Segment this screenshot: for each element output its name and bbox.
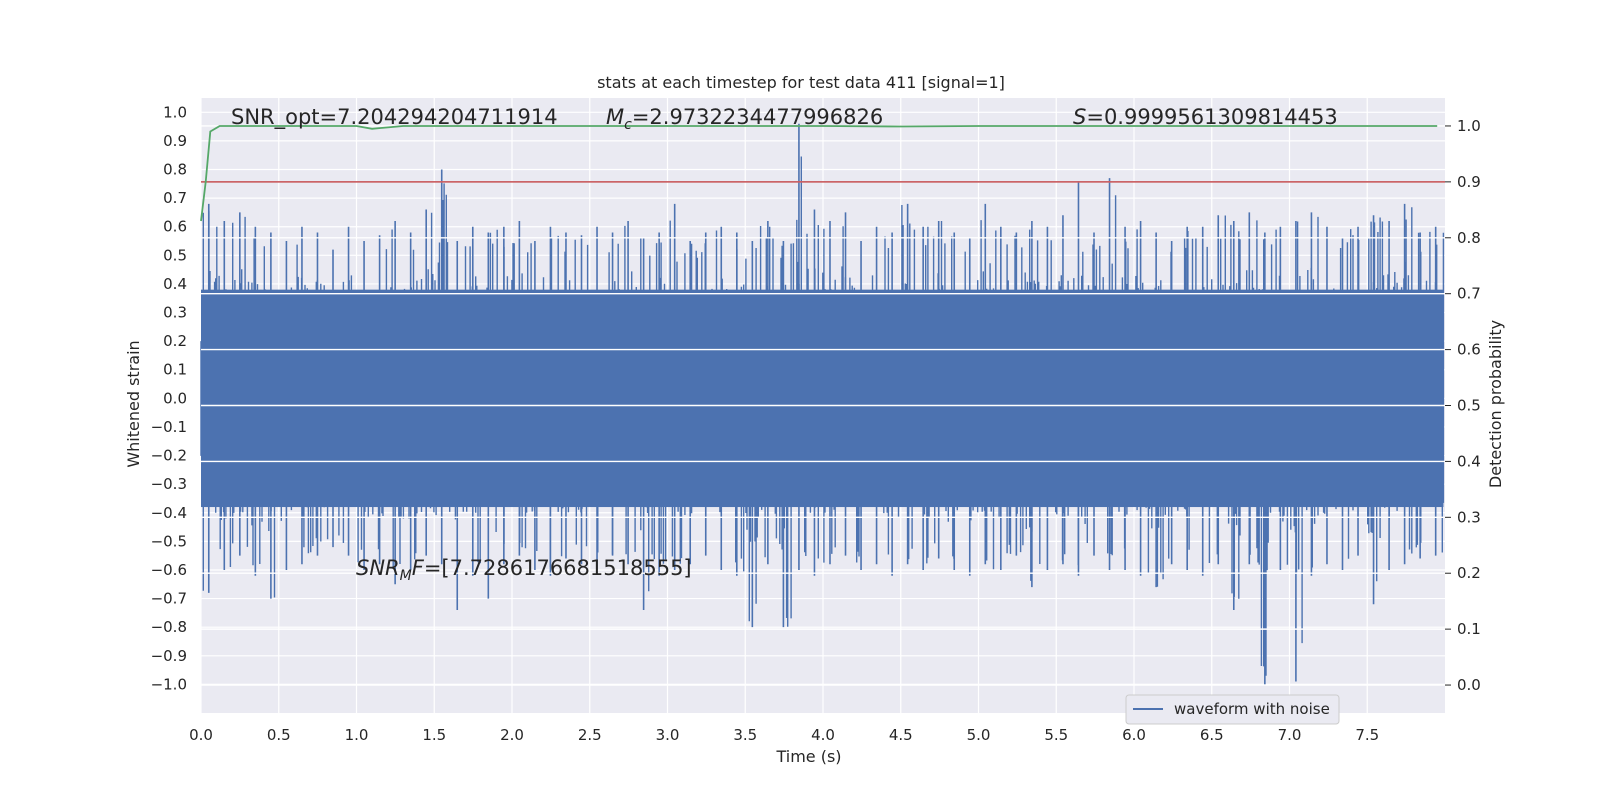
x-tick-label: 4.5 — [889, 726, 913, 744]
annotation-mc-subscript: c — [624, 117, 632, 133]
x-tick-label: 3.0 — [656, 726, 680, 744]
y-right-tick-label: 0.6 — [1457, 341, 1481, 359]
annotation-mc: Mc=2.9732234477996826 — [606, 105, 883, 133]
y-left-axis-ticks: 1.0 0.9 0.8 0.7 0.6 0.5 0.4 0.3 0.2 0.1 0.0 −0.1 −0.… — [151, 103, 187, 693]
y-right-tick-label: 0.0 — [1457, 676, 1481, 694]
x-tick-label: 5.0 — [967, 726, 991, 744]
y-left-axis-label: Whitened strain — [124, 340, 143, 467]
x-tick-label: 6.5 — [1200, 726, 1224, 744]
annotation-s-symbol: S — [1073, 105, 1086, 129]
y-left-tick-label: −0.2 — [151, 447, 187, 465]
y-right-tick-label: 0.1 — [1457, 620, 1481, 638]
waveform-series — [200, 123, 1445, 686]
probability-lines — [200, 125, 1445, 222]
y-left-tick-label: 0.9 — [163, 132, 187, 150]
y-left-tick-label: −0.8 — [151, 618, 187, 636]
y-left-tick-label: 0.5 — [163, 246, 187, 264]
y-left-tick-label: 0.6 — [163, 218, 187, 236]
y-right-tick-label: 0.7 — [1457, 285, 1481, 303]
waveform-dense-band — [201, 289, 1444, 508]
y-right-axis-label: Detection probability — [1486, 320, 1505, 488]
annotation-snr-mf-symbol: SNR — [356, 556, 400, 580]
x-tick-label: 2.0 — [500, 726, 524, 744]
y-left-tick-label: −0.3 — [151, 475, 187, 493]
legend-label-waveform: waveform with noise — [1174, 700, 1330, 718]
annotation-snr-mf-symbol2: F — [412, 556, 425, 580]
x-tick-label: 1.5 — [422, 726, 446, 744]
y-left-tick-label: 1.0 — [163, 103, 187, 121]
x-tick-label: 6.0 — [1122, 726, 1146, 744]
y-left-tick-label: 0.1 — [163, 361, 187, 379]
chart-title: stats at each timestep for test data 411… — [597, 73, 1005, 92]
x-tick-label: 5.5 — [1044, 726, 1068, 744]
y-right-axis-ticks: 1.0 0.9 0.8 0.7 0.6 0.5 0.4 0.3 0.2 0.1 0.0 — [1445, 117, 1481, 694]
y-left-tick-label: −0.7 — [151, 590, 187, 608]
y-left-tick-label: −1.0 — [151, 675, 187, 693]
y-left-tick-label: 0.8 — [163, 161, 187, 179]
legend: waveform with noise — [1125, 694, 1340, 725]
y-right-tick-label: 0.5 — [1457, 397, 1481, 415]
annotation-s-value: =0.9999561309814453 — [1086, 105, 1337, 129]
y-left-tick-label: −0.5 — [151, 532, 187, 550]
annotation-snr-mf-subscript: M — [400, 568, 412, 584]
annotation-mc-symbol: M — [606, 105, 624, 129]
y-right-tick-label: 0.8 — [1457, 229, 1481, 247]
y-left-tick-label: 0.0 — [163, 389, 187, 407]
annotation-mc-value: =2.9732234477996826 — [632, 105, 883, 129]
x-tick-label: 2.5 — [578, 726, 602, 744]
y-left-tick-label: −0.6 — [151, 561, 187, 579]
legend-box — [1125, 694, 1340, 725]
x-tick-label: 7.5 — [1355, 726, 1379, 744]
y-right-tick-label: 0.3 — [1457, 508, 1481, 526]
y-left-tick-label: 0.4 — [163, 275, 187, 293]
y-left-tick-label: 0.7 — [163, 189, 187, 207]
y-right-tick-label: 1.0 — [1457, 117, 1481, 135]
x-tick-label: 3.5 — [733, 726, 757, 744]
y-left-tick-label: 0.2 — [163, 332, 187, 350]
annotation-s: S=0.9999561309814453 — [1073, 105, 1338, 129]
x-axis-label: Time (s) — [775, 747, 841, 766]
y-right-tick-label: 0.4 — [1457, 452, 1481, 470]
x-tick-label: 4.0 — [811, 726, 835, 744]
x-tick-label: 7.0 — [1278, 726, 1302, 744]
x-tick-label: 1.0 — [345, 726, 369, 744]
x-axis-ticks: 0.0 0.5 1.0 1.5 2.0 2.5 3.0 3.5 4.0 4.5 5.0 5.5 6.0 6… — [189, 726, 1379, 744]
y-left-tick-label: −0.4 — [151, 504, 187, 522]
annotation-snr-opt: SNR_opt=7.204294204711914 — [231, 105, 558, 130]
x-tick-label: 0.0 — [189, 726, 213, 744]
x-tick-label: 0.5 — [267, 726, 291, 744]
y-left-tick-label: −0.9 — [151, 647, 187, 665]
y-left-tick-label: −0.1 — [151, 418, 187, 436]
y-right-tick-label: 0.2 — [1457, 564, 1481, 582]
annotation-snr-mf: SNRMF=[7.7286176681518555] — [356, 556, 692, 584]
annotation-snr-mf-value: =[7.7286176681518555] — [424, 556, 692, 580]
y-left-tick-label: 0.3 — [163, 304, 187, 322]
y-right-tick-label: 0.9 — [1457, 173, 1481, 191]
probability-line — [200, 125, 1438, 222]
